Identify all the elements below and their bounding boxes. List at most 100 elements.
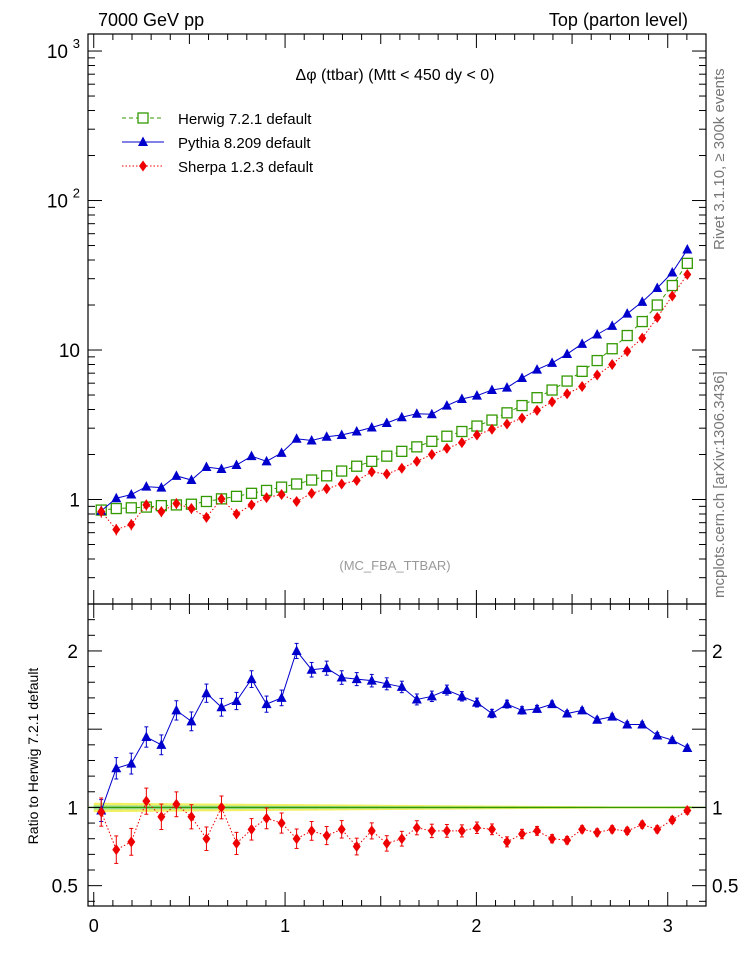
data-point — [307, 487, 316, 499]
analysis-watermark: (MC_FBA_TTBAR) — [339, 558, 450, 573]
data-point — [156, 482, 167, 492]
data-point — [547, 698, 558, 709]
data-point — [262, 492, 271, 504]
data-point — [112, 844, 121, 856]
y-tick-exponent: 2 — [73, 186, 80, 201]
legend-label: Herwig 7.2.1 default — [178, 111, 312, 128]
data-point — [231, 459, 242, 470]
series-line — [100, 800, 688, 851]
data-point — [247, 499, 256, 511]
data-point — [231, 695, 242, 706]
data-point — [322, 830, 331, 842]
data-point — [623, 345, 632, 357]
data-point — [110, 502, 122, 515]
data-point — [112, 524, 121, 536]
ratio-series — [96, 642, 693, 864]
data-point — [216, 463, 227, 473]
ratio-panel: 0 1 2 3 0.5 0.5 1 1 2 2 Ratio to Herwig 7.2.1 def… — [25, 603, 738, 936]
data-point — [187, 503, 196, 515]
data-point — [501, 698, 512, 709]
data-point — [157, 811, 166, 823]
data-point — [637, 296, 648, 306]
data-point — [578, 823, 587, 835]
data-point — [518, 828, 527, 840]
data-point — [548, 833, 557, 845]
x-tick-label: 1 — [280, 916, 290, 936]
series-line — [101, 263, 688, 511]
y-tick-label: 10 — [47, 42, 68, 63]
data-point — [201, 461, 212, 471]
data-point — [546, 384, 558, 396]
y-tick-label: 1 — [67, 798, 78, 819]
data-point — [247, 823, 256, 835]
data-point — [382, 468, 391, 480]
data-point — [501, 407, 513, 419]
data-point — [563, 834, 572, 846]
data-point — [532, 703, 543, 713]
data-point — [411, 408, 422, 418]
data-point — [456, 393, 467, 404]
data-point — [396, 445, 408, 457]
x-tick-label: 2 — [471, 916, 481, 936]
data-point — [245, 487, 258, 499]
data-point — [141, 731, 152, 742]
data-point — [321, 431, 332, 441]
data-point — [232, 508, 241, 520]
data-point — [547, 357, 558, 367]
data-point — [381, 678, 392, 688]
data-point — [471, 390, 482, 400]
data-point — [651, 299, 663, 311]
data-point — [577, 338, 588, 348]
x-tick-label: 3 — [663, 916, 673, 936]
data-point — [668, 290, 677, 302]
data-point — [306, 435, 317, 445]
data-point — [607, 320, 618, 330]
data-point — [621, 329, 633, 342]
y-tick-label: 1 — [69, 491, 80, 512]
series-line — [100, 249, 688, 512]
data-point — [97, 806, 106, 818]
ratio-frame — [87, 603, 707, 907]
data-point — [472, 429, 481, 441]
data-point — [471, 697, 482, 707]
x-tick-label: 0 — [89, 916, 99, 936]
data-point — [636, 315, 648, 328]
data-point — [426, 408, 437, 419]
data-point — [608, 359, 617, 371]
data-point — [351, 426, 362, 436]
data-point — [138, 136, 148, 146]
data-point — [683, 805, 692, 817]
data-point — [292, 833, 301, 845]
data-point — [533, 825, 542, 837]
data-point — [502, 836, 511, 848]
data-point — [561, 375, 573, 387]
data-point — [397, 462, 406, 474]
data-point — [322, 483, 331, 495]
ratio-series-pythia — [96, 642, 693, 823]
header-left: 7000 GeV pp — [98, 10, 204, 30]
data-point — [261, 455, 272, 466]
data-point — [261, 698, 272, 709]
data-point — [441, 400, 452, 410]
data-point — [202, 833, 211, 845]
series-line — [100, 274, 688, 531]
data-point — [623, 825, 632, 837]
rivet-label: Rivet 3.1.10, ≥ 300k events — [711, 68, 728, 250]
data-point — [142, 795, 151, 807]
legend-label: Pythia 8.209 default — [178, 135, 311, 152]
data-point — [593, 369, 602, 381]
data-point — [200, 495, 213, 508]
series-pythia — [96, 244, 693, 515]
data-point — [396, 411, 407, 422]
data-point — [366, 455, 378, 467]
data-point — [397, 833, 406, 845]
data-point — [652, 282, 663, 292]
data-point — [157, 506, 166, 518]
data-point — [426, 690, 437, 701]
data-point — [97, 506, 106, 518]
data-point — [427, 449, 436, 461]
data-point — [127, 836, 136, 848]
data-point — [381, 417, 392, 427]
data-point — [531, 392, 543, 404]
